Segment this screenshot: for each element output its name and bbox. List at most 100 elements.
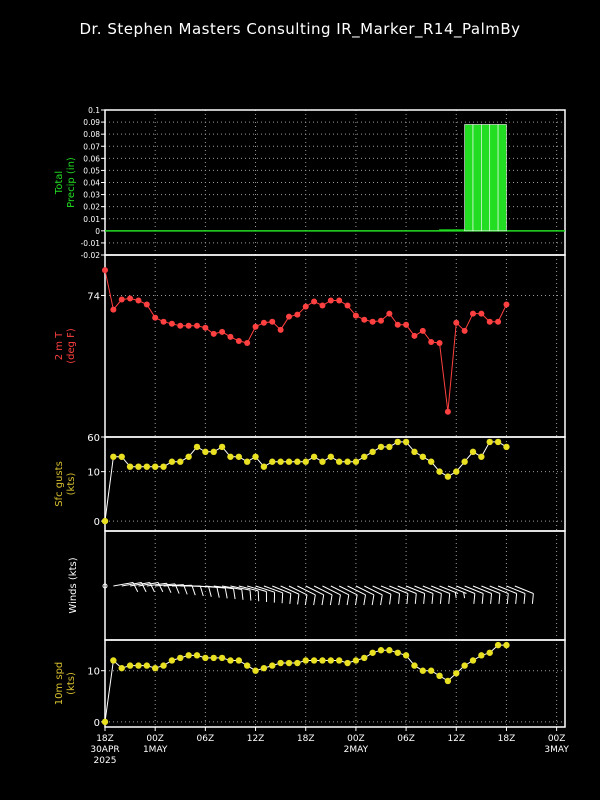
data-point [478,453,485,460]
wind-barb-staff [121,582,142,587]
y-tick-label: 10 [87,667,100,678]
wind-barb [397,585,417,604]
data-point [110,306,117,313]
wind-barb [364,585,383,606]
data-point [160,318,167,325]
wind-barb-feather [329,594,333,606]
wind-barb-staff [113,582,134,587]
wind-barb-feather [354,594,358,606]
wind-barb-staff [430,585,450,594]
wind-barb-feather [241,589,244,600]
precip-bar [455,229,465,232]
data-point [386,647,393,654]
x-tick-label: 2025 [94,756,117,766]
data-point [294,458,301,465]
x-tick-label: 00Z [347,734,365,744]
x-tick-label: 18Z [498,734,516,744]
y-axis-label: Winds (kts) [68,557,79,613]
y-tick-label: 0 [94,517,100,528]
data-point [151,463,159,470]
x-tick-label: 12Z [447,734,465,744]
data-point [168,657,176,664]
data-point [143,301,150,308]
data-point [143,662,151,669]
wind-barb-staff [255,585,275,593]
wind-barb-staff [506,585,526,594]
wind-barb-feather [191,585,196,596]
wind-barb-staff [472,585,492,594]
wind-barb [372,585,392,605]
data-point [286,313,292,320]
data-point [294,311,301,318]
data-point [436,339,443,346]
y-axis-label: 2 m T [54,331,65,360]
wind-barb-feather [498,593,501,604]
wind-barb-feather [506,593,509,604]
wind-barb-feather [208,586,212,597]
data-point [260,319,267,326]
data-point [160,463,167,470]
y-tick-label: -0.01 [81,239,101,248]
wind-barb-staff [138,582,159,587]
data-point [503,641,510,649]
wind-barb-staff [146,582,167,587]
wind-barb-feather [249,590,252,601]
data-point [302,657,309,664]
data-point [377,443,385,451]
wind-barb-staff [272,585,292,594]
y-tick-label: 0 [94,718,100,729]
wind-barb [305,585,325,606]
y-tick-label: 0.03 [83,191,100,200]
wind-barb-staff [338,585,358,596]
wind-barb-feather [216,587,220,598]
wind-barb [430,585,451,604]
wind-barb [489,585,509,604]
data-point [369,318,376,325]
data-point [319,302,326,309]
wind-barb [280,585,300,605]
data-point [386,443,393,451]
wind-barb [288,585,308,606]
precip-bar [489,124,499,232]
wind-barb [414,585,434,604]
wind-barb [472,585,493,604]
data-point [302,303,309,310]
wind-barb [247,585,268,602]
wind-barb-staff [464,585,484,594]
data-point [319,458,326,465]
y-axis-label: 10m spd [54,662,65,706]
data-point [344,659,351,667]
wind-barb-feather [224,587,228,599]
wind-barb-staff [330,585,350,596]
page-title: Dr. Stephen Masters Consulting IR_Marker… [79,20,521,38]
y-axis-label: Total [54,171,65,195]
wind-barb-staff [297,585,316,596]
wind-barb-staff [397,585,417,594]
data-point [419,667,427,674]
data-point [327,657,335,664]
data-point [336,297,343,304]
data-point [427,458,435,465]
data-point [102,267,108,274]
wind-barb [297,585,316,606]
wind-barb [481,585,501,604]
wind-barb-staff [155,583,176,587]
wind-barb-staff [364,585,383,596]
x-tick-label: 18Z [96,734,114,744]
y-tick-label: 0.07 [83,142,100,151]
wind-barb-staff [322,585,341,596]
data-point [394,438,401,446]
wind-barb-feather [439,593,442,604]
y-axis-label: (kts) [66,672,77,695]
wind-barb-feather [281,592,284,604]
data-point [486,318,493,325]
wind-barb-staff [213,585,234,590]
y-axis-label: (kts) [66,473,77,496]
wind-barb [355,585,375,606]
data-point [277,326,284,333]
wind-barb [347,585,367,606]
data-point [218,654,226,662]
y-tick-label: 0 [95,227,100,236]
